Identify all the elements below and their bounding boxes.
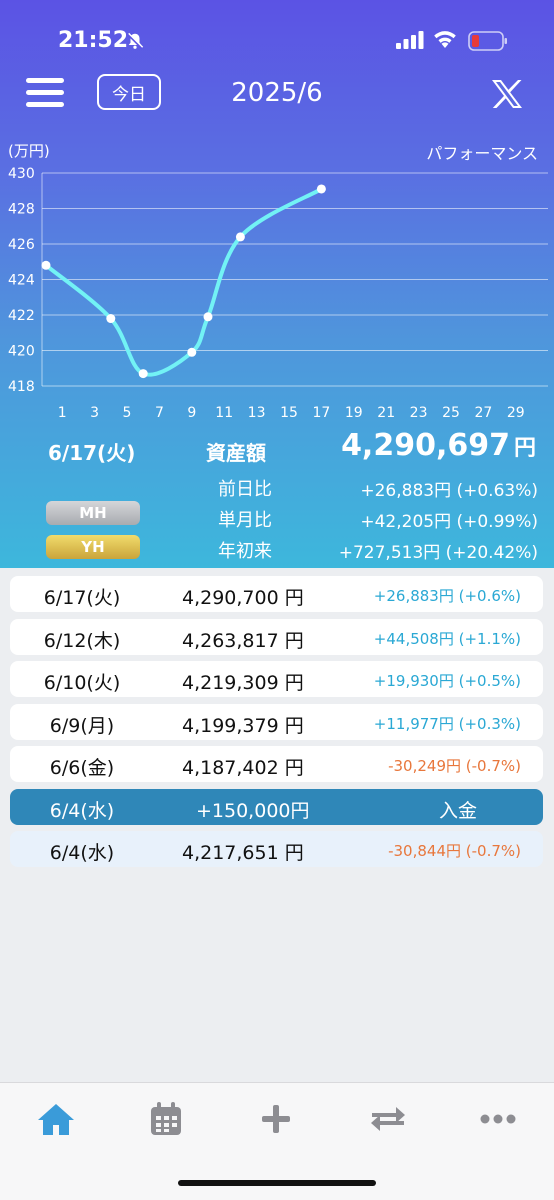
summary-date: 6/17(火)	[48, 441, 136, 465]
data-point[interactable]	[316, 184, 326, 194]
summary-total: 4,290,697 円	[341, 428, 536, 463]
row-date: 6/6(金)	[49, 757, 115, 779]
row-date: 6/4(水)	[49, 842, 115, 864]
chart-y-unit: (万円)	[8, 142, 50, 160]
row-change: -30,249円 (-0.7%)	[388, 757, 521, 775]
more-icon[interactable]	[478, 1101, 518, 1137]
compare-day-value: +26,883円 (+0.63%)	[360, 481, 538, 501]
x-tick-label: 25	[442, 405, 460, 421]
x-tick-label: 13	[248, 405, 266, 421]
x-tick-label: 23	[410, 405, 428, 421]
row-change: +11,977円 (+0.3%)	[373, 714, 521, 733]
row-amount: 4,187,402 円	[182, 757, 304, 779]
y-tick-label: 420	[8, 344, 35, 360]
home-icon[interactable]	[36, 1101, 76, 1137]
history-row[interactable]: 6/10(火) 4,219,309 円 +19,930円 (+0.5%)	[10, 661, 543, 697]
row-date: 6/10(火)	[43, 672, 121, 694]
y-tick-label: 418	[8, 379, 35, 395]
compare-month-value: +42,205円 (+0.99%)	[360, 512, 538, 532]
data-point[interactable]	[203, 312, 213, 322]
y-tick-label: 422	[8, 308, 35, 324]
row-change: +26,883円 (+0.6%)	[373, 587, 521, 605]
row-kind: 入金	[438, 799, 477, 822]
battery-icon	[468, 31, 507, 51]
signal-icon	[396, 31, 424, 49]
month-title: 2025/6	[231, 78, 323, 108]
row-amount: 4,290,700 円	[182, 587, 304, 609]
row-change: -30,844円 (-0.7%)	[388, 842, 521, 860]
y-tick-label: 424	[8, 273, 35, 289]
x-tick-label: 11	[215, 405, 233, 421]
menu-button[interactable]	[26, 78, 64, 110]
x-tick-label: 9	[187, 405, 196, 421]
row-amount: 4,199,379 円	[182, 714, 304, 737]
wifi-icon	[434, 31, 456, 48]
series-line	[44, 186, 324, 377]
calendar-icon[interactable]	[146, 1101, 186, 1137]
row-change: +44,508円 (+1.1%)	[373, 629, 521, 648]
deposit-row[interactable]: 6/4(水) +150,000円 入金	[10, 788, 543, 825]
history-row[interactable]: 6/9(月) 4,199,379 円 +11,977円 (+0.3%)	[10, 703, 543, 740]
yh-badge[interactable]: YH	[46, 535, 140, 559]
x-tick-label: 1	[58, 405, 67, 421]
row-date: 6/4(水)	[49, 799, 115, 822]
row-amount: 4,263,817 円	[182, 629, 304, 652]
x-tick-label: 21	[377, 405, 395, 421]
history-row[interactable]: 6/12(木) 4,263,817 円 +44,508円 (+1.1%)	[10, 618, 543, 655]
history-row[interactable]: 6/6(金) 4,187,402 円 -30,249円 (-0.7%)	[10, 746, 543, 782]
x-share-icon[interactable]	[490, 78, 524, 110]
compare-ytd-label: 年初来	[218, 541, 272, 562]
bell-muted-icon	[126, 32, 144, 50]
status-time: 21:52	[58, 28, 129, 53]
x-tick-label: 19	[345, 405, 363, 421]
x-tick-label: 5	[123, 405, 132, 421]
history-row[interactable]: 6/4(水) 4,217,651 円 -30,844円 (-0.7%)	[10, 831, 543, 867]
row-date: 6/17(火)	[43, 587, 121, 609]
x-tick-label: 27	[474, 405, 492, 421]
compare-month-label: 単月比	[218, 510, 272, 531]
row-amount: 4,219,309 円	[182, 672, 304, 694]
transfer-icon[interactable]	[368, 1101, 408, 1137]
compare-day-label: 前日比	[218, 479, 272, 500]
summary-title: 資産額	[206, 441, 266, 465]
plus-icon[interactable]	[256, 1101, 296, 1137]
data-point[interactable]	[41, 260, 51, 270]
x-tick-label: 29	[507, 405, 525, 421]
row-amount: 4,217,651 円	[182, 842, 304, 864]
home-indicator	[178, 1180, 376, 1186]
x-tick-label: 7	[155, 405, 164, 421]
row-date: 6/12(木)	[43, 629, 121, 652]
data-point[interactable]	[235, 232, 245, 242]
data-point[interactable]	[138, 369, 148, 379]
x-tick-label: 17	[312, 405, 330, 421]
x-tick-label: 15	[280, 405, 298, 421]
compare-ytd-value: +727,513円 (+20.42%)	[338, 543, 538, 563]
y-tick-label: 426	[8, 237, 35, 253]
row-amount: +150,000円	[196, 799, 310, 822]
y-tick-label: 430	[8, 166, 35, 182]
history-list: 6/17(火) 4,290,700 円 +26,883円 (+0.6%) 6/1…	[10, 576, 543, 874]
data-point[interactable]	[106, 314, 116, 324]
x-tick-label: 3	[90, 405, 99, 421]
header-area: 21:52 今日 2025/6 (万円) パフォーマンス 418 420 422 42…	[0, 0, 554, 568]
y-tick-label: 428	[8, 202, 35, 218]
mh-badge[interactable]: MH	[46, 501, 140, 525]
performance-link[interactable]: パフォーマンス	[426, 144, 538, 163]
data-point[interactable]	[187, 347, 197, 357]
today-button[interactable]: 今日	[97, 74, 161, 110]
row-date: 6/9(月)	[49, 714, 115, 737]
history-row[interactable]: 6/17(火) 4,290,700 円 +26,883円 (+0.6%)	[10, 576, 543, 612]
row-change: +19,930円 (+0.5%)	[373, 672, 521, 690]
